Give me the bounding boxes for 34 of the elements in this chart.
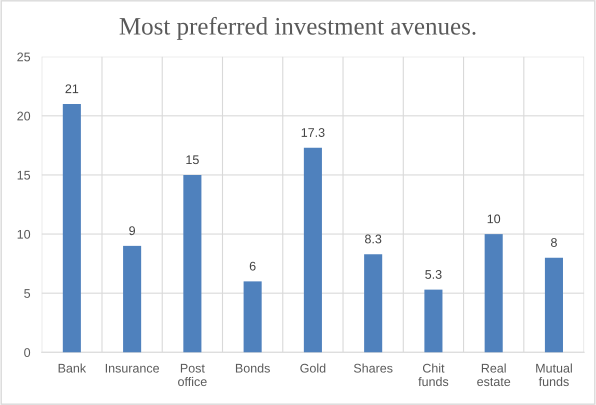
data-label: 15 xyxy=(186,155,199,164)
bar xyxy=(304,148,322,352)
data-label: 8 xyxy=(551,238,557,247)
bar xyxy=(424,290,442,352)
data-label: 9 xyxy=(129,226,135,236)
bar xyxy=(364,254,382,352)
y-tick-label: 15 xyxy=(18,170,30,180)
x-tick-label: Real estate xyxy=(477,363,510,386)
bar xyxy=(244,281,262,352)
x-tick-label: Bank xyxy=(58,363,86,373)
y-tick-label: 25 xyxy=(17,52,30,62)
x-tick-label: Shares xyxy=(354,363,393,373)
x-tick-label: Post office xyxy=(178,364,207,386)
chart-title: Most preferred investment avenues. xyxy=(120,16,476,40)
x-tick-label: Chit funds xyxy=(418,363,448,386)
data-label: 8.3 xyxy=(365,234,382,244)
bar xyxy=(183,174,202,352)
bar xyxy=(544,258,563,352)
y-tick-label: 20 xyxy=(17,112,30,120)
data-label: 17.3 xyxy=(302,128,325,137)
bar xyxy=(123,246,142,352)
bar xyxy=(62,104,81,352)
y-tick-label: 10 xyxy=(18,230,30,239)
data-label: 6 xyxy=(250,262,256,271)
data-label: 5.3 xyxy=(425,270,442,279)
y-tick-label: 0 xyxy=(24,348,30,357)
data-label: 10 xyxy=(488,214,500,224)
x-tick-label: Bonds xyxy=(236,363,270,373)
x-tick-label: Gold xyxy=(300,363,326,373)
x-tick-label: Mutual funds xyxy=(536,363,572,386)
bar xyxy=(484,234,503,352)
y-tick-label: 5 xyxy=(24,289,30,298)
x-tick-label: Insurance xyxy=(106,364,160,373)
data-label: 21 xyxy=(66,84,78,94)
